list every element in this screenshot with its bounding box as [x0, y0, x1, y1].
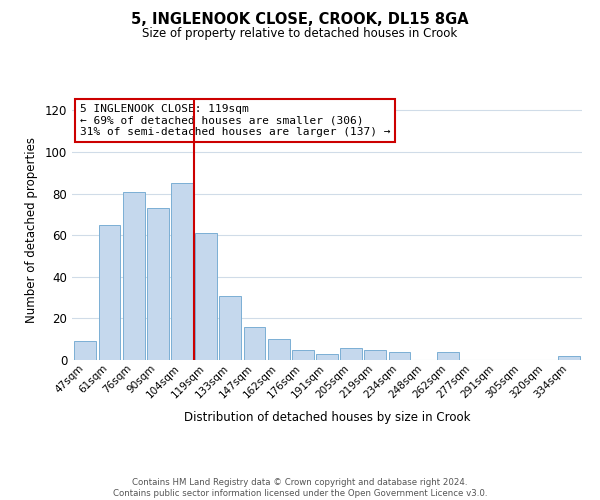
Bar — [292, 350, 314, 360]
Bar — [171, 183, 193, 360]
Bar — [364, 350, 386, 360]
Bar — [123, 192, 145, 360]
Text: Contains HM Land Registry data © Crown copyright and database right 2024.
Contai: Contains HM Land Registry data © Crown c… — [113, 478, 487, 498]
Bar — [558, 356, 580, 360]
Bar — [268, 339, 290, 360]
Bar — [195, 233, 217, 360]
Bar — [437, 352, 459, 360]
Text: 5 INGLENOOK CLOSE: 119sqm
← 69% of detached houses are smaller (306)
31% of semi: 5 INGLENOOK CLOSE: 119sqm ← 69% of detac… — [80, 104, 390, 137]
Bar — [340, 348, 362, 360]
Bar — [244, 326, 265, 360]
Text: 5, INGLENOOK CLOSE, CROOK, DL15 8GA: 5, INGLENOOK CLOSE, CROOK, DL15 8GA — [131, 12, 469, 28]
Bar — [316, 354, 338, 360]
Bar — [220, 296, 241, 360]
Bar — [389, 352, 410, 360]
X-axis label: Distribution of detached houses by size in Crook: Distribution of detached houses by size … — [184, 410, 470, 424]
Y-axis label: Number of detached properties: Number of detached properties — [25, 137, 38, 323]
Bar — [98, 225, 121, 360]
Bar — [147, 208, 169, 360]
Bar — [74, 342, 96, 360]
Text: Size of property relative to detached houses in Crook: Size of property relative to detached ho… — [142, 28, 458, 40]
